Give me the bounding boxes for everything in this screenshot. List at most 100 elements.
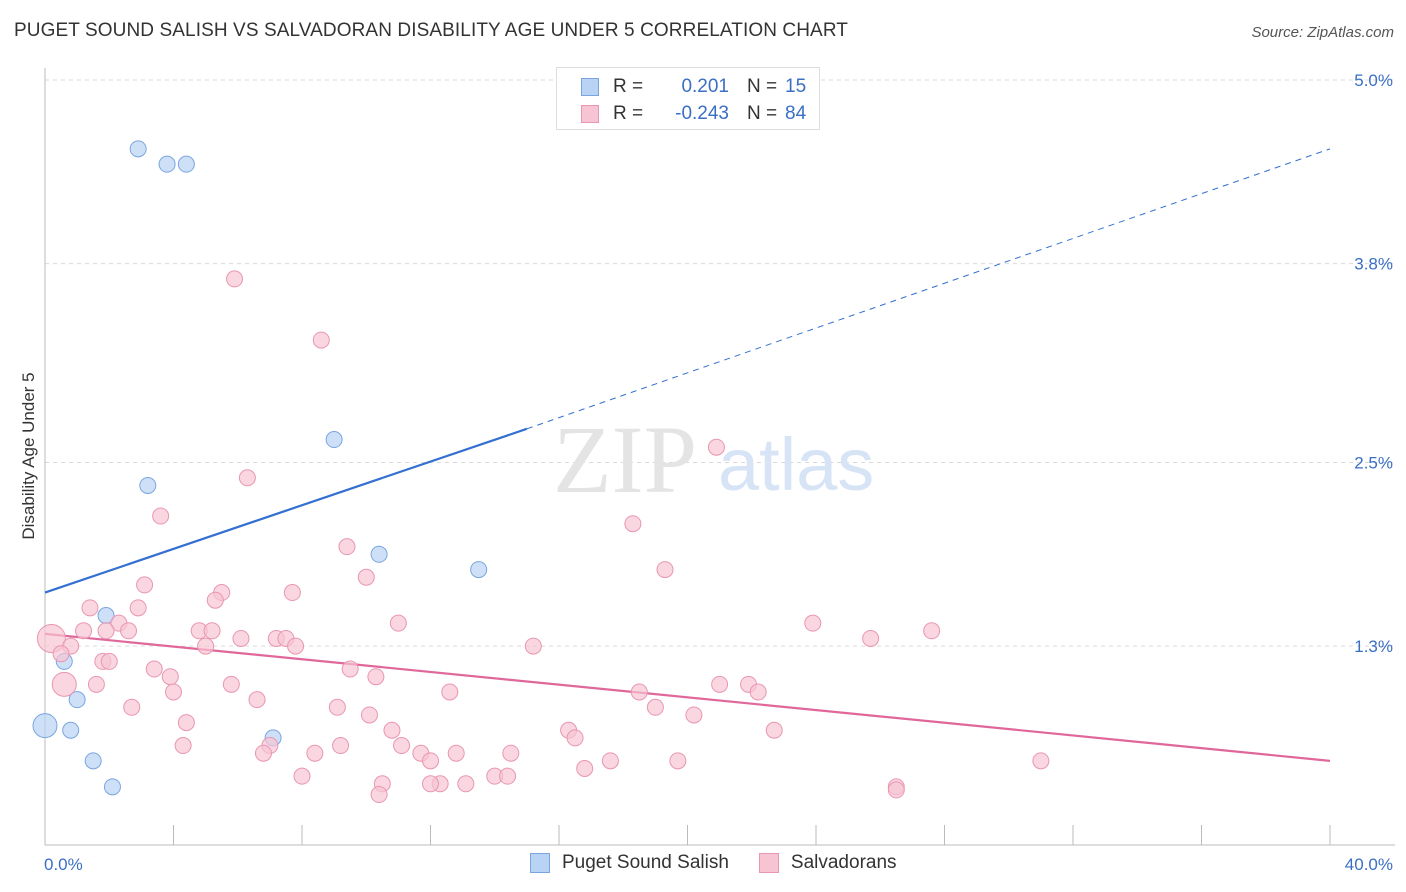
point-puget-sound-salish: [470, 561, 488, 579]
point-salvadorans: [887, 781, 905, 799]
correlation-legend: R = 0.201 N = 15 R = -0.243 N = 84: [556, 67, 820, 130]
point-salvadorans: [707, 438, 725, 456]
point-salvadorans: [226, 270, 244, 288]
trend-lines: [44, 148, 1331, 762]
point-salvadorans: [222, 675, 240, 693]
point-salvadorans: [161, 668, 179, 686]
point-salvadorans: [646, 698, 664, 716]
y-axis-title: Disability Age Under 5: [19, 372, 38, 539]
point-salvadorans: [624, 515, 642, 533]
legend-row-salvadorans: R = -0.243 N = 84: [581, 101, 806, 127]
point-salvadorans: [232, 629, 250, 647]
grid-lines: [45, 79, 1395, 647]
point-salvadorans: [630, 683, 648, 701]
point-salvadorans: [804, 614, 822, 632]
point-salvadorans: [254, 744, 272, 762]
point-salvadorans: [328, 698, 346, 716]
point-puget-sound-salish: [370, 545, 388, 563]
series-legend: Puget Sound Salish Salvadorans: [530, 852, 927, 874]
point-salvadorans: [576, 760, 594, 777]
series-swatch-blue: [530, 853, 550, 873]
series-legend-label: Puget Sound Salish: [562, 852, 729, 873]
source-label: Source: ZipAtlas.com: [1251, 24, 1394, 41]
point-salvadorans: [36, 623, 66, 653]
legend-row-puget: R = 0.201 N = 15: [581, 74, 806, 100]
point-salvadorans: [52, 645, 70, 663]
point-salvadorans: [206, 591, 224, 609]
point-salvadorans: [685, 706, 703, 724]
point-salvadorans: [749, 683, 767, 701]
axis-labels: 1.3% 2.5% 3.8% 5.0% 0.0% 40.0% Disability Age …: [19, 71, 1393, 874]
data-points: [32, 140, 1050, 804]
point-puget-sound-salish: [62, 721, 80, 739]
x-tick-label: 0.0%: [44, 855, 83, 874]
point-puget-sound-salish: [129, 140, 147, 158]
point-salvadorans: [389, 614, 407, 632]
point-salvadorans: [923, 622, 941, 640]
y-tick-label: 3.8%: [1354, 255, 1393, 274]
chart-title: PUGET SOUND SALISH VS SALVADORAN DISABIL…: [14, 20, 849, 41]
point-puget-sound-salish: [139, 476, 157, 494]
point-salvadorans: [51, 671, 77, 697]
point-salvadorans: [502, 744, 520, 762]
point-salvadorans: [87, 675, 105, 693]
trend-line-salvadorans: [44, 632, 1331, 762]
point-salvadorans: [656, 561, 674, 579]
legend-swatch-pink: [581, 105, 599, 123]
point-puget-sound-salish: [32, 713, 58, 739]
watermark: ZIP atlas: [553, 406, 874, 513]
point-salvadorans: [711, 675, 729, 693]
legend-n-label: N =: [747, 76, 778, 97]
y-tick-label: 1.3%: [1354, 637, 1393, 656]
legend-swatch-blue: [581, 78, 599, 96]
point-salvadorans: [120, 622, 138, 640]
legend-r-label: R =: [613, 76, 644, 97]
point-salvadorans: [566, 729, 584, 747]
point-salvadorans: [524, 637, 542, 655]
point-salvadorans: [203, 622, 221, 640]
point-salvadorans: [601, 752, 619, 770]
series-swatch-pink: [758, 853, 779, 873]
point-salvadorans: [177, 714, 195, 732]
point-salvadorans: [370, 786, 388, 804]
watermark-zip: ZIP: [553, 406, 697, 513]
point-salvadorans: [669, 752, 687, 770]
series-legend-salvadorans[interactable]: Salvadorans: [758, 852, 897, 874]
series-legend-label: Salvadorans: [790, 852, 897, 873]
point-salvadorans: [238, 469, 256, 487]
point-salvadorans: [283, 584, 301, 602]
point-puget-sound-salish: [84, 752, 102, 770]
point-puget-sound-salish: [177, 155, 195, 173]
point-salvadorans: [145, 660, 163, 678]
point-salvadorans: [1032, 752, 1050, 770]
point-salvadorans: [75, 622, 93, 640]
point-salvadorans: [129, 599, 147, 617]
legend-n-label: N =: [747, 103, 778, 124]
point-puget-sound-salish: [68, 691, 86, 709]
point-salvadorans: [367, 668, 385, 686]
series-legend-puget[interactable]: Puget Sound Salish: [530, 852, 729, 874]
point-salvadorans: [123, 698, 141, 716]
watermark-atlas: atlas: [718, 423, 874, 506]
y-tick-label: 2.5%: [1354, 454, 1393, 473]
x-tick-label: 40.0%: [1345, 855, 1393, 874]
point-salvadorans: [357, 568, 375, 586]
point-salvadorans: [338, 538, 356, 556]
point-salvadorans: [174, 737, 192, 755]
legend-r-label: R =: [613, 103, 644, 124]
point-salvadorans: [341, 660, 359, 678]
point-salvadorans: [81, 599, 99, 617]
point-salvadorans: [165, 683, 182, 701]
point-salvadorans: [765, 721, 783, 739]
point-salvadorans: [152, 507, 170, 525]
point-salvadorans: [441, 683, 459, 701]
point-salvadorans: [312, 331, 330, 349]
legend-r-value: 0.201: [681, 76, 729, 97]
trend-line-puget: [44, 427, 528, 594]
legend-r-value: -0.243: [675, 103, 729, 124]
point-salvadorans: [248, 691, 266, 709]
point-salvadorans: [422, 775, 439, 793]
point-salvadorans: [306, 744, 324, 762]
point-puget-sound-salish: [158, 155, 176, 173]
